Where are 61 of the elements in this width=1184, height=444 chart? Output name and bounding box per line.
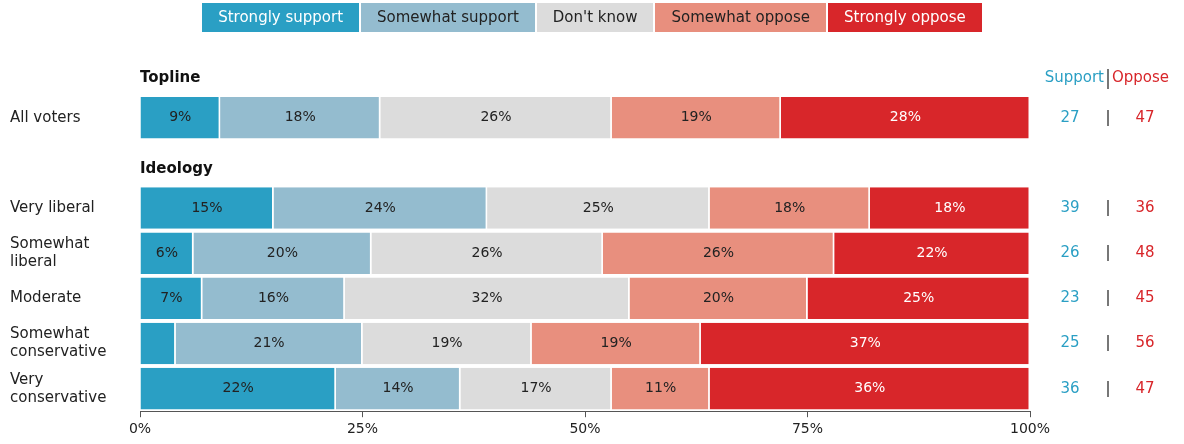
data-label: 18%	[284, 108, 316, 125]
data-label: 19%	[431, 334, 463, 351]
text: 23	[1060, 288, 1080, 307]
data-label: 26%	[702, 243, 735, 260]
x-tick-label: 25%	[346, 420, 379, 437]
data-label: 20%	[702, 288, 735, 305]
data-label: 18%	[934, 198, 966, 215]
x-tick-label: 75%	[791, 420, 824, 437]
data-label: 37%	[849, 334, 881, 351]
data-label: 20%	[266, 243, 298, 260]
data-label: 21%	[253, 334, 285, 351]
text: 39	[1060, 197, 1080, 216]
y-tick-label: Ideology	[140, 158, 213, 177]
y-tick-label: Topline	[140, 68, 201, 87]
data-label: 14%	[382, 379, 414, 396]
data-label: 19%	[680, 108, 712, 125]
text: 47	[1135, 107, 1155, 126]
y-tick-label: Very liberal	[10, 197, 95, 216]
x-tick-label: 0%	[128, 420, 152, 437]
data-label: 22%	[916, 243, 948, 260]
text: Strongly support	[202, 3, 360, 32]
text: 47	[1135, 378, 1155, 397]
y-tick-label: Somewhat conservative	[10, 324, 107, 361]
data-label: 22%	[222, 379, 254, 396]
data-label: 7%	[160, 288, 183, 305]
text: Oppose	[1112, 68, 1170, 87]
text: 26	[1060, 243, 1080, 262]
data-label: 11%	[645, 379, 677, 396]
text: Somewhat support	[361, 3, 535, 32]
data-label: 15%	[191, 198, 223, 215]
text: Don't know	[536, 3, 654, 32]
text: 36	[1135, 197, 1155, 216]
data-label: 18%	[774, 198, 806, 215]
text: 36	[1060, 378, 1080, 397]
data-label: 32%	[471, 288, 503, 305]
x-tick-label: 50%	[569, 420, 601, 437]
text: 27	[1060, 107, 1080, 126]
text: 48	[1135, 243, 1155, 262]
text: 25	[1060, 333, 1080, 352]
data-label: 26%	[471, 243, 503, 260]
data-label: 24%	[364, 198, 396, 215]
data-label: 19%	[600, 334, 632, 351]
data-label: 25%	[903, 288, 935, 305]
x-tick-label: 100%	[1009, 420, 1051, 437]
y-tick-label: Very conservative	[10, 369, 107, 406]
data-label: 25%	[582, 198, 614, 215]
text: Support	[1044, 68, 1105, 87]
text: 56	[1135, 333, 1155, 352]
data-label: 17%	[520, 379, 552, 396]
data-label: 36%	[854, 379, 886, 396]
text: Strongly oppose	[828, 3, 982, 32]
y-tick-label: All voters	[10, 107, 81, 126]
text: 45	[1135, 288, 1155, 307]
text: Somewhat oppose	[655, 3, 827, 32]
data-label: 28%	[889, 108, 921, 125]
data-label: 16%	[257, 288, 290, 305]
data-label: 6%	[155, 243, 179, 260]
y-tick-label: Moderate	[10, 288, 82, 307]
data-label: 26%	[480, 108, 512, 125]
y-tick-label: Somewhat liberal	[10, 234, 90, 271]
data-label: 9%	[169, 108, 192, 125]
